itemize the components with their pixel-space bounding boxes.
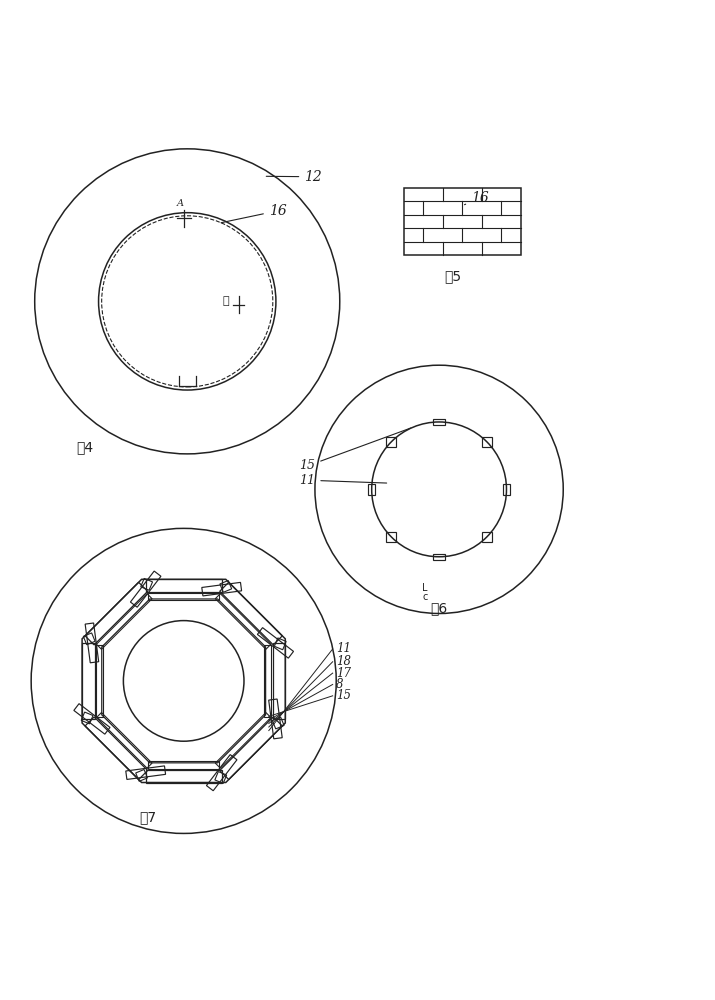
Text: 16: 16 [221,204,287,223]
Text: c: c [423,592,428,602]
Text: 12: 12 [266,170,322,184]
Bar [403,188,521,255]
Text: L: L [422,583,428,593]
Text: 16: 16 [465,191,489,205]
Text: 图5: 图5 [445,270,462,284]
Text: 17: 17 [336,667,351,680]
Text: 15: 15 [336,689,351,702]
Text: 图7: 图7 [139,810,157,824]
Text: 11: 11 [336,642,351,655]
Text: A: A [177,199,184,208]
Text: 11: 11 [300,474,387,487]
Text: 井: 井 [222,296,230,306]
Text: 15: 15 [300,428,410,472]
Text: 8: 8 [336,678,344,691]
Text: 图6: 图6 [430,601,448,615]
Text: 图4: 图4 [76,440,93,454]
Text: 18: 18 [336,655,351,668]
